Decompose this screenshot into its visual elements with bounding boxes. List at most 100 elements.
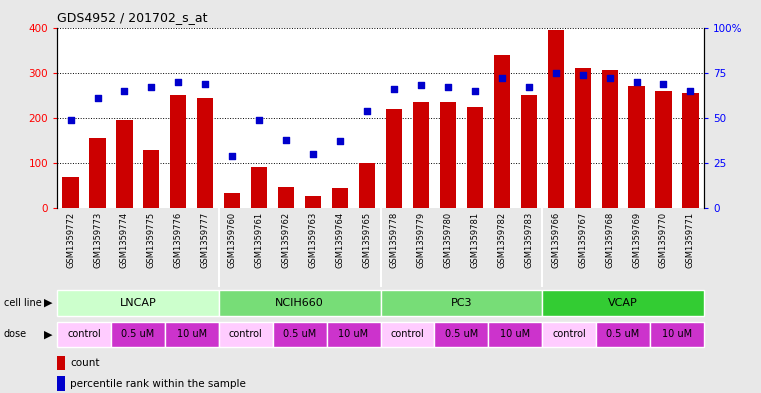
Bar: [386, 109, 402, 208]
Text: count: count: [70, 358, 100, 368]
Bar: [170, 95, 186, 208]
Bar: [466, 107, 483, 208]
Bar: [629, 86, 645, 208]
Point: [334, 138, 346, 145]
Text: 10 uM: 10 uM: [339, 329, 368, 340]
Point: [199, 81, 212, 87]
Text: VCAP: VCAP: [608, 298, 638, 308]
Point: [388, 86, 400, 92]
Text: GSM1359760: GSM1359760: [228, 212, 237, 268]
Bar: [332, 188, 348, 208]
Point: [495, 75, 508, 81]
Bar: [90, 138, 106, 208]
Text: GSM1359769: GSM1359769: [632, 212, 641, 268]
Text: control: control: [390, 329, 425, 340]
Text: LNCAP: LNCAP: [119, 298, 156, 308]
Point: [145, 84, 158, 90]
Point: [549, 70, 562, 76]
Text: GSM1359767: GSM1359767: [578, 212, 587, 268]
Text: ▶: ▶: [44, 298, 53, 308]
Text: 10 uM: 10 uM: [500, 329, 530, 340]
Bar: [650, 321, 704, 347]
Bar: [278, 187, 295, 208]
Bar: [111, 321, 165, 347]
Bar: [116, 120, 132, 208]
Text: GSM1359783: GSM1359783: [524, 212, 533, 268]
Bar: [494, 55, 510, 208]
Bar: [165, 321, 219, 347]
Bar: [57, 321, 111, 347]
Point: [307, 151, 319, 157]
Point: [630, 79, 642, 85]
Text: percentile rank within the sample: percentile rank within the sample: [70, 379, 246, 389]
Bar: [521, 95, 537, 208]
Bar: [601, 70, 618, 208]
Text: GSM1359763: GSM1359763: [309, 212, 317, 268]
Bar: [224, 193, 240, 208]
Text: GSM1359772: GSM1359772: [66, 212, 75, 268]
Text: GSM1359761: GSM1359761: [255, 212, 264, 268]
Point: [658, 81, 670, 87]
Text: 0.5 uM: 0.5 uM: [444, 329, 478, 340]
Text: GSM1359773: GSM1359773: [93, 212, 102, 268]
Point: [442, 84, 454, 90]
Bar: [272, 321, 326, 347]
Point: [469, 88, 481, 94]
Point: [577, 72, 589, 78]
Bar: [596, 321, 650, 347]
Bar: [57, 376, 65, 391]
Bar: [143, 149, 160, 208]
Bar: [543, 321, 596, 347]
Bar: [197, 97, 213, 208]
Text: GSM1359782: GSM1359782: [497, 212, 506, 268]
Point: [119, 88, 131, 94]
Bar: [62, 177, 78, 208]
Bar: [412, 102, 429, 208]
Text: GSM1359778: GSM1359778: [390, 212, 399, 268]
Bar: [380, 290, 542, 316]
Text: ▶: ▶: [44, 329, 53, 340]
Text: GSM1359764: GSM1359764: [336, 212, 345, 268]
Text: GSM1359774: GSM1359774: [120, 212, 129, 268]
Text: GDS4952 / 201702_s_at: GDS4952 / 201702_s_at: [57, 11, 208, 24]
Text: control: control: [552, 329, 586, 340]
Bar: [548, 30, 564, 208]
Text: GSM1359768: GSM1359768: [605, 212, 614, 268]
Text: GSM1359766: GSM1359766: [551, 212, 560, 268]
Text: NCIH660: NCIH660: [275, 298, 324, 308]
Text: GSM1359781: GSM1359781: [470, 212, 479, 268]
Point: [91, 95, 103, 101]
Text: GSM1359775: GSM1359775: [147, 212, 156, 268]
Text: GSM1359779: GSM1359779: [416, 212, 425, 268]
Bar: [219, 321, 272, 347]
Bar: [575, 68, 591, 208]
Text: GSM1359777: GSM1359777: [201, 212, 210, 268]
Bar: [380, 321, 435, 347]
Text: control: control: [229, 329, 263, 340]
Text: dose: dose: [4, 329, 27, 340]
Bar: [359, 163, 375, 208]
Bar: [543, 290, 704, 316]
Bar: [57, 356, 65, 370]
Text: 10 uM: 10 uM: [662, 329, 692, 340]
Bar: [219, 290, 380, 316]
Point: [226, 153, 238, 159]
Bar: [435, 321, 489, 347]
Bar: [440, 102, 456, 208]
Bar: [251, 167, 267, 208]
Text: 10 uM: 10 uM: [177, 329, 207, 340]
Text: GSM1359776: GSM1359776: [174, 212, 183, 268]
Bar: [683, 93, 699, 208]
Text: GSM1359762: GSM1359762: [282, 212, 291, 268]
Text: cell line: cell line: [4, 298, 42, 308]
Text: GSM1359770: GSM1359770: [659, 212, 668, 268]
Text: GSM1359771: GSM1359771: [686, 212, 695, 268]
Point: [280, 136, 292, 143]
Point: [361, 108, 373, 114]
Bar: [326, 321, 380, 347]
Text: GSM1359765: GSM1359765: [362, 212, 371, 268]
Point: [684, 88, 696, 94]
Point: [415, 82, 427, 88]
Point: [65, 117, 77, 123]
Bar: [655, 91, 672, 208]
